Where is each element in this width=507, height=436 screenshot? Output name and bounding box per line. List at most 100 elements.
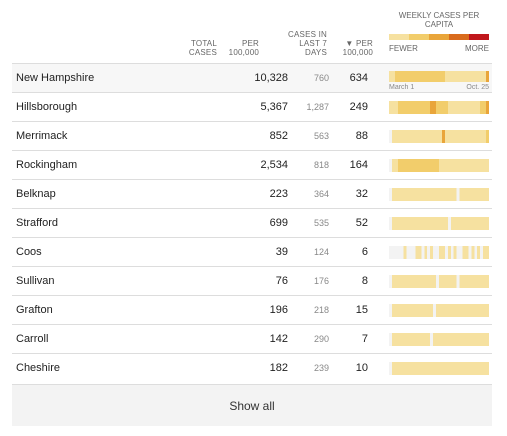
week-cell (424, 130, 428, 143)
week-cell (456, 101, 460, 114)
week-cell (403, 275, 407, 288)
week-cell (456, 159, 460, 172)
week-cell (439, 246, 442, 259)
week-cell (483, 333, 487, 346)
week-cell (477, 71, 481, 82)
table-row[interactable]: Cheshire1822391013 (12, 353, 492, 382)
week-cell (433, 130, 437, 143)
week-cell (389, 246, 392, 259)
table-row[interactable]: Coos39124619 (12, 237, 492, 266)
week-cell (403, 217, 407, 230)
cases-per-100k: 239 (313, 363, 329, 373)
week-cell (468, 304, 472, 317)
week-cell (421, 101, 425, 114)
show-all-button[interactable]: Show all (12, 384, 492, 426)
week-cell (389, 71, 392, 82)
week-cell (436, 362, 440, 375)
cases-per-100k: 760 (313, 73, 329, 83)
week-cell (486, 275, 489, 288)
week-cell (403, 101, 407, 114)
week-cell (465, 159, 469, 172)
week-cell (474, 71, 478, 82)
week-cell (391, 130, 395, 143)
week-cell (465, 188, 469, 201)
week-cell (424, 217, 428, 230)
week-cell (450, 159, 454, 172)
week-cell (444, 246, 448, 259)
week-cell (444, 188, 448, 201)
table-row[interactable]: Grafton1962181517 (12, 295, 492, 324)
week-cell (418, 217, 422, 230)
total-cases: 10,328 (254, 72, 288, 84)
total-cases: 5,367 (260, 101, 288, 113)
week-cell (441, 333, 445, 346)
week-cell (447, 71, 451, 82)
cases-last-7-days: 164 (349, 159, 368, 171)
week-cell (471, 246, 475, 259)
header-cases-last-7-days[interactable]: CASES IN LAST 7 DAYS (288, 30, 327, 57)
week-cell (391, 362, 395, 375)
county-name: Sullivan (16, 275, 55, 287)
table-row[interactable]: Merrimack8525638858 (12, 121, 492, 150)
week-cell (409, 246, 413, 259)
week-cell (391, 217, 395, 230)
week-cell (436, 304, 440, 317)
week-cell (389, 188, 392, 201)
week-cell (424, 188, 428, 201)
week-cell (397, 130, 401, 143)
table-row[interactable]: Carroll142290714 (12, 324, 492, 353)
week-cell (400, 217, 404, 230)
total-cases: 852 (269, 130, 288, 142)
week-cell (462, 217, 466, 230)
week-cell (474, 159, 478, 172)
week-cell (483, 130, 487, 143)
table-row[interactable]: Strafford6995355240 (12, 208, 492, 237)
cases-per-100k: 563 (313, 131, 329, 141)
week-cell (418, 304, 422, 317)
week-cell (483, 71, 487, 82)
table-row[interactable]: Sullivan76176819 (12, 266, 492, 295)
week-cell (456, 130, 460, 143)
week-cell (450, 101, 454, 114)
week-cell (465, 246, 469, 259)
week-cell (421, 246, 425, 259)
week-cell (433, 217, 437, 230)
table-row[interactable]: Belknap2233643252 (12, 179, 492, 208)
week-cell (439, 71, 442, 82)
week-cell (433, 304, 437, 317)
cases-last-7-days: 52 (355, 217, 368, 229)
week-cell (436, 188, 440, 201)
header-per-100k-7-days[interactable]: ▼ PER 100,000 (342, 39, 373, 57)
week-cell (436, 275, 440, 288)
week-cell (394, 217, 398, 230)
county-name: Hillsborough (16, 101, 78, 113)
week-cell (474, 217, 478, 230)
week-cell (462, 275, 466, 288)
week-cell (465, 304, 469, 317)
week-cell (480, 101, 484, 114)
week-cell (406, 333, 410, 346)
week-cell (459, 246, 463, 259)
week-cell (477, 217, 481, 230)
week-cell (459, 188, 463, 201)
week-cell (391, 101, 395, 114)
week-cell (447, 333, 451, 346)
week-cell (433, 101, 437, 114)
week-cell (418, 159, 422, 172)
week-cell (439, 217, 442, 230)
week-cell (444, 101, 448, 114)
week-cell (477, 333, 481, 346)
week-cell (441, 71, 445, 82)
week-cell (441, 304, 445, 317)
week-cell (447, 304, 451, 317)
week-cell (391, 71, 395, 82)
week-cell (456, 304, 460, 317)
week-cell (430, 246, 434, 259)
county-name: Grafton (16, 304, 53, 316)
cases-per-100k: 290 (313, 334, 329, 344)
cases-last-7-days: 249 (349, 101, 368, 113)
week-cell (471, 159, 475, 172)
